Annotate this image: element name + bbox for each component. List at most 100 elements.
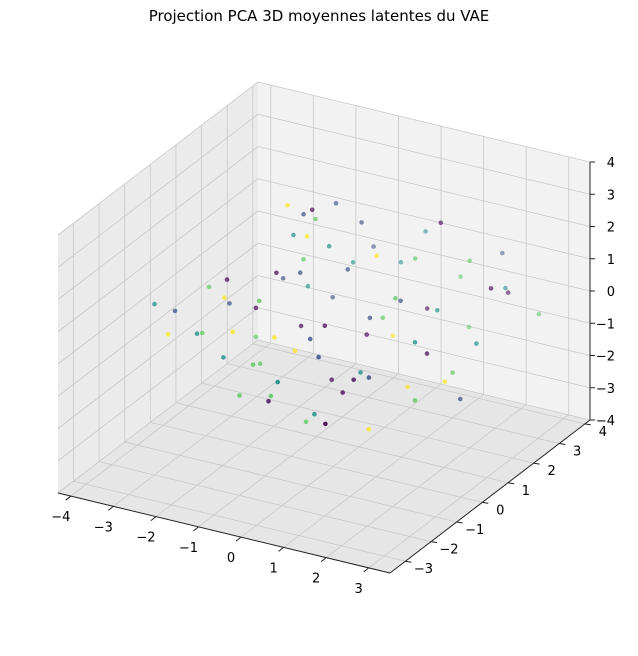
chart-title: Projection PCA 3D moyennes latentes du V…	[148, 7, 490, 25]
y-axis-line	[389, 419, 591, 574]
scatter-point	[380, 315, 386, 321]
scatter-point	[505, 290, 511, 295]
y-tick-label: 2	[547, 464, 555, 479]
scatter-point	[329, 377, 335, 383]
scatter-point	[398, 259, 404, 265]
scatter-point	[301, 211, 306, 217]
scatter-point	[366, 427, 372, 432]
scatter-point	[266, 398, 271, 404]
scatter-point	[458, 274, 463, 279]
y-gridline-floor	[201, 382, 534, 464]
x-gridline-floor	[325, 404, 527, 558]
scatter-point	[274, 270, 279, 276]
y-tick-mark	[533, 462, 540, 465]
z-gridline-left	[57, 275, 259, 429]
scatter-point	[500, 250, 505, 256]
y-gridline-floor	[175, 402, 509, 484]
scatter-point	[309, 207, 315, 213]
y-gridline-floor	[124, 441, 457, 523]
z-tick-label: −3	[596, 382, 615, 397]
scatter-point	[359, 220, 364, 225]
scatter-point	[312, 411, 317, 417]
scatter-point	[253, 334, 259, 340]
z-gridline-left	[57, 146, 259, 300]
scatter-point	[165, 332, 171, 337]
scatter-point	[371, 244, 376, 249]
x-tick-mark	[193, 526, 199, 532]
scatter-point	[285, 202, 290, 208]
scatter-point	[307, 336, 313, 342]
x-tick-label: 1	[269, 561, 277, 576]
scatter-point	[313, 216, 318, 222]
z-gridline-left	[57, 339, 259, 494]
y-tick-mark	[482, 501, 489, 504]
floor-pane	[58, 340, 590, 573]
z-gridline-left	[57, 178, 259, 333]
scatter-point	[364, 332, 370, 337]
scatter-point	[367, 315, 373, 321]
scatter-point	[227, 301, 232, 306]
scatter-point	[412, 340, 418, 345]
scatter-point	[435, 308, 440, 313]
scatter-point	[366, 375, 372, 380]
y-gridline-floor	[73, 480, 406, 562]
y-gridline-floor	[252, 343, 585, 425]
scatter-point	[412, 398, 418, 403]
x-tick-mark	[278, 546, 284, 552]
z-gridline-left	[57, 307, 259, 462]
x-tick-mark	[108, 505, 114, 511]
scatter-point	[457, 396, 463, 402]
y-gridline-floor	[98, 461, 432, 543]
axes-grid	[57, 81, 591, 569]
z-gridline-back	[257, 307, 591, 389]
y-tick-label: −3	[414, 562, 433, 577]
y-tick-label: 4	[599, 425, 607, 440]
scatter-point	[450, 370, 455, 376]
x-tick-mark	[363, 567, 370, 573]
z-gridline-back	[257, 178, 591, 260]
z-tick-label: 4	[607, 156, 615, 171]
y-axis-ticks: −3 −2 −1 0 1 2 3 4	[405, 423, 607, 577]
z-gridline-left	[57, 242, 259, 397]
scatter-point	[326, 243, 332, 249]
scatter-point	[237, 393, 242, 398]
scatter-point	[272, 335, 277, 340]
y-tick-label: −1	[465, 523, 484, 538]
y-tick-label: 0	[496, 503, 504, 518]
scatter-point	[268, 393, 274, 399]
scatter-point	[424, 306, 430, 311]
z-tick-label: −4	[596, 414, 615, 429]
y-tick-mark	[507, 482, 515, 485]
z-axis-ticks: −4 −3 −2 −1 0 1 2 3 4	[590, 156, 615, 429]
y-gridline-floor	[150, 421, 483, 503]
z-tick-label: 1	[607, 253, 615, 268]
scatter-point	[503, 285, 508, 291]
y-tick-mark	[405, 560, 412, 563]
scatter-point	[222, 295, 227, 301]
x-tick-label: −3	[94, 520, 113, 535]
z-gridline-left	[57, 210, 259, 365]
scatter-point	[488, 286, 494, 291]
y-tick-mark	[456, 521, 463, 524]
x-tick-mark	[150, 516, 157, 521]
z-tick-label: −2	[596, 350, 615, 365]
scatter-point	[412, 256, 418, 261]
x-tick-mark	[235, 536, 242, 542]
scatter-point	[340, 390, 346, 395]
scatter-point	[298, 323, 304, 329]
scatter-point	[305, 283, 311, 289]
z-gridline-back	[257, 113, 591, 195]
y-tick-label: −2	[439, 543, 458, 558]
scatter-point	[405, 384, 410, 390]
y-gridline-floor	[227, 363, 560, 444]
scatter-point	[358, 370, 363, 375]
x-gridline-floor	[155, 363, 357, 517]
scatter-point	[474, 341, 479, 346]
scatter-point	[323, 421, 328, 427]
scatter-point	[172, 308, 178, 314]
z-tick-label: 0	[607, 285, 615, 300]
x-tick-label: −2	[136, 531, 155, 546]
scatter-point	[253, 305, 259, 311]
z-gridline-back	[257, 81, 591, 163]
